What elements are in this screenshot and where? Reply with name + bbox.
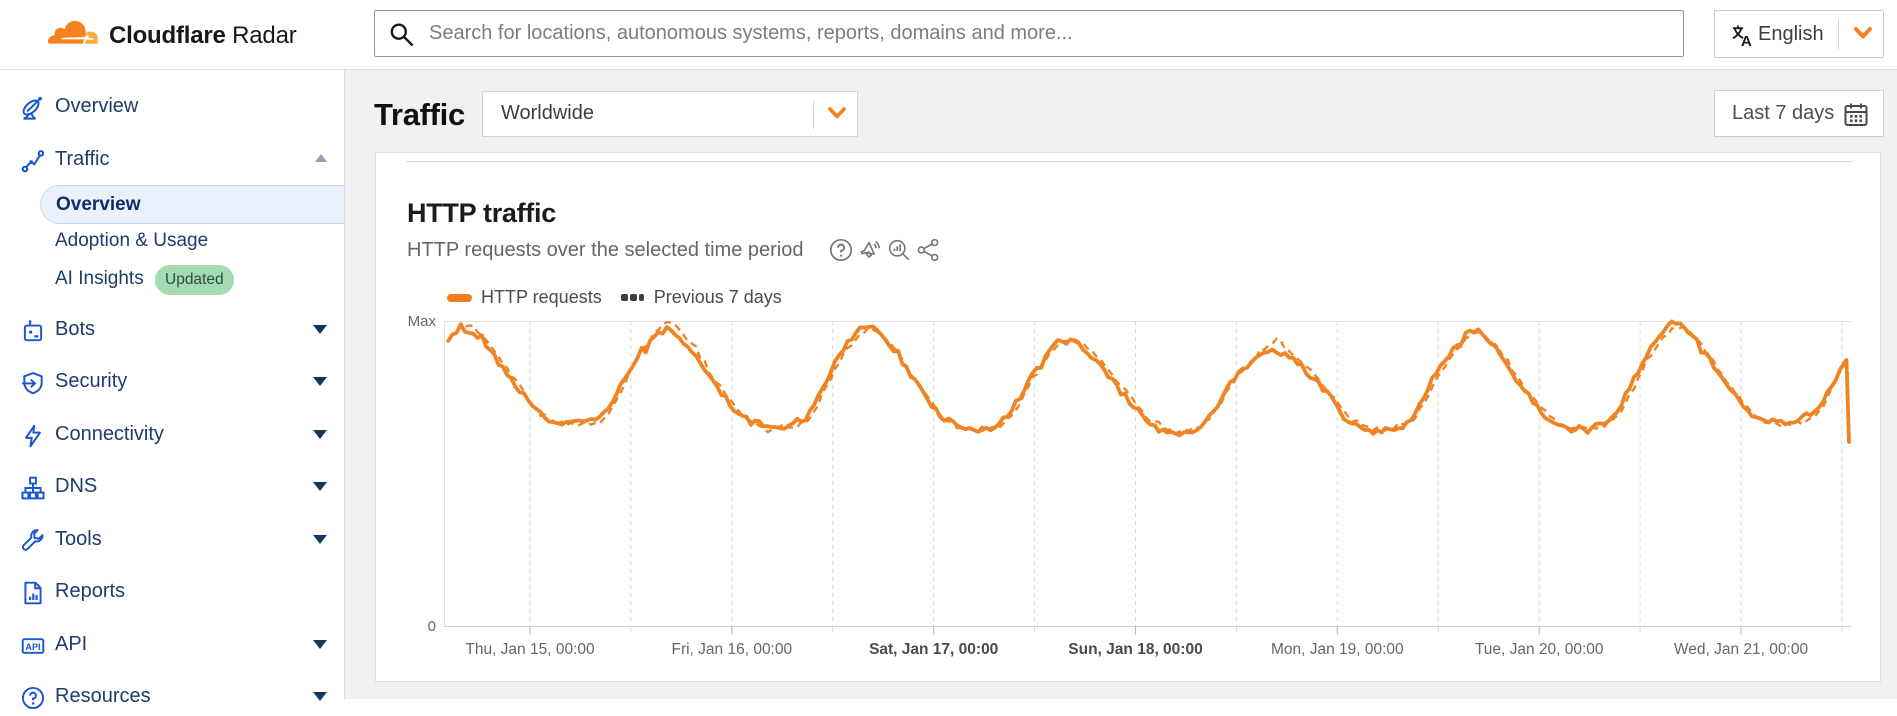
svg-text:Wed, Jan 21, 00:00: Wed, Jan 21, 00:00 (1674, 641, 1809, 658)
svg-text:Max: Max (408, 313, 437, 330)
svg-text:Sun, Jan 18, 00:00: Sun, Jan 18, 00:00 (1068, 641, 1202, 658)
svg-text:Sat, Jan 17, 00:00: Sat, Jan 17, 00:00 (869, 641, 998, 658)
svg-text:0: 0 (428, 618, 436, 635)
svg-text:Mon, Jan 19, 00:00: Mon, Jan 19, 00:00 (1271, 641, 1404, 658)
svg-text:API: API (25, 642, 40, 652)
svg-text:A: A (1741, 33, 1752, 49)
svg-text:Thu, Jan 15, 00:00: Thu, Jan 15, 00:00 (465, 641, 595, 658)
svg-text:Tue, Jan 20, 00:00: Tue, Jan 20, 00:00 (1475, 641, 1604, 658)
svg-text:Fri, Jan 16, 00:00: Fri, Jan 16, 00:00 (671, 641, 792, 658)
